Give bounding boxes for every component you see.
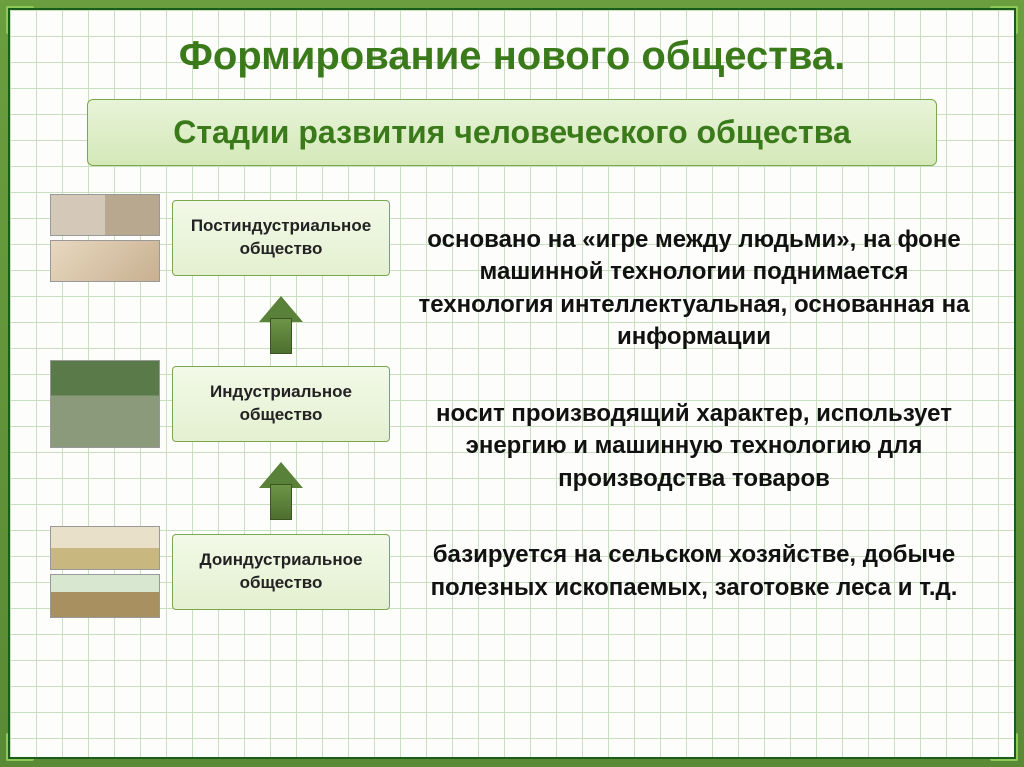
image-placeholder-hands [50,240,160,282]
stage-label: Индустриальное общество [210,382,352,424]
slide-title: Формирование нового общества. [50,34,974,79]
arrow-icon [259,462,303,520]
stage-image-postindustrial [50,194,160,282]
stage-box-industrial: Индустриальное общество [172,366,390,442]
stage-box-preindustrial: Доиндустриальное общество [172,534,390,610]
image-placeholder-tractor [50,574,160,618]
stage-row-postindustrial: Постиндустриальное общество [50,194,390,282]
description-preindustrial: базируется на сельском хозяйстве, добыче… [414,535,974,608]
stage-label: Доиндустриальное общество [200,550,363,592]
description-postindustrial: основано на «игре между людьми», на фоне… [414,220,974,358]
subtitle-box: Стадии развития человеческого общества [87,99,937,166]
slide-frame: Формирование нового общества. Стадии раз… [0,0,1024,767]
stage-image-industrial [50,360,160,448]
arrow-icon [259,296,303,354]
stage-row-preindustrial: Доиндустриальное общество [50,526,390,618]
subtitle-text: Стадии развития человеческого общества [173,114,851,150]
stage-box-postindustrial: Постиндустриальное общество [172,200,390,276]
description-industrial: носит производящий характер, использует … [414,394,974,499]
descriptions-column: основано на «игре между людьми», на фоне… [414,194,974,626]
arrow-up-2 [50,462,390,520]
image-placeholder-machine [50,360,160,448]
stage-row-industrial: Индустриальное общество [50,360,390,448]
image-placeholder-harvest [50,526,160,570]
stage-image-preindustrial [50,526,160,618]
stage-label: Постиндустриальное общество [191,216,371,258]
stages-column: Постиндустриальное общество Индустри [50,194,390,626]
diagram-area: Постиндустриальное общество Индустри [50,194,974,626]
arrow-up-1 [50,296,390,354]
slide-body: Формирование нового общества. Стадии раз… [8,8,1016,759]
image-placeholder-office [50,194,160,236]
